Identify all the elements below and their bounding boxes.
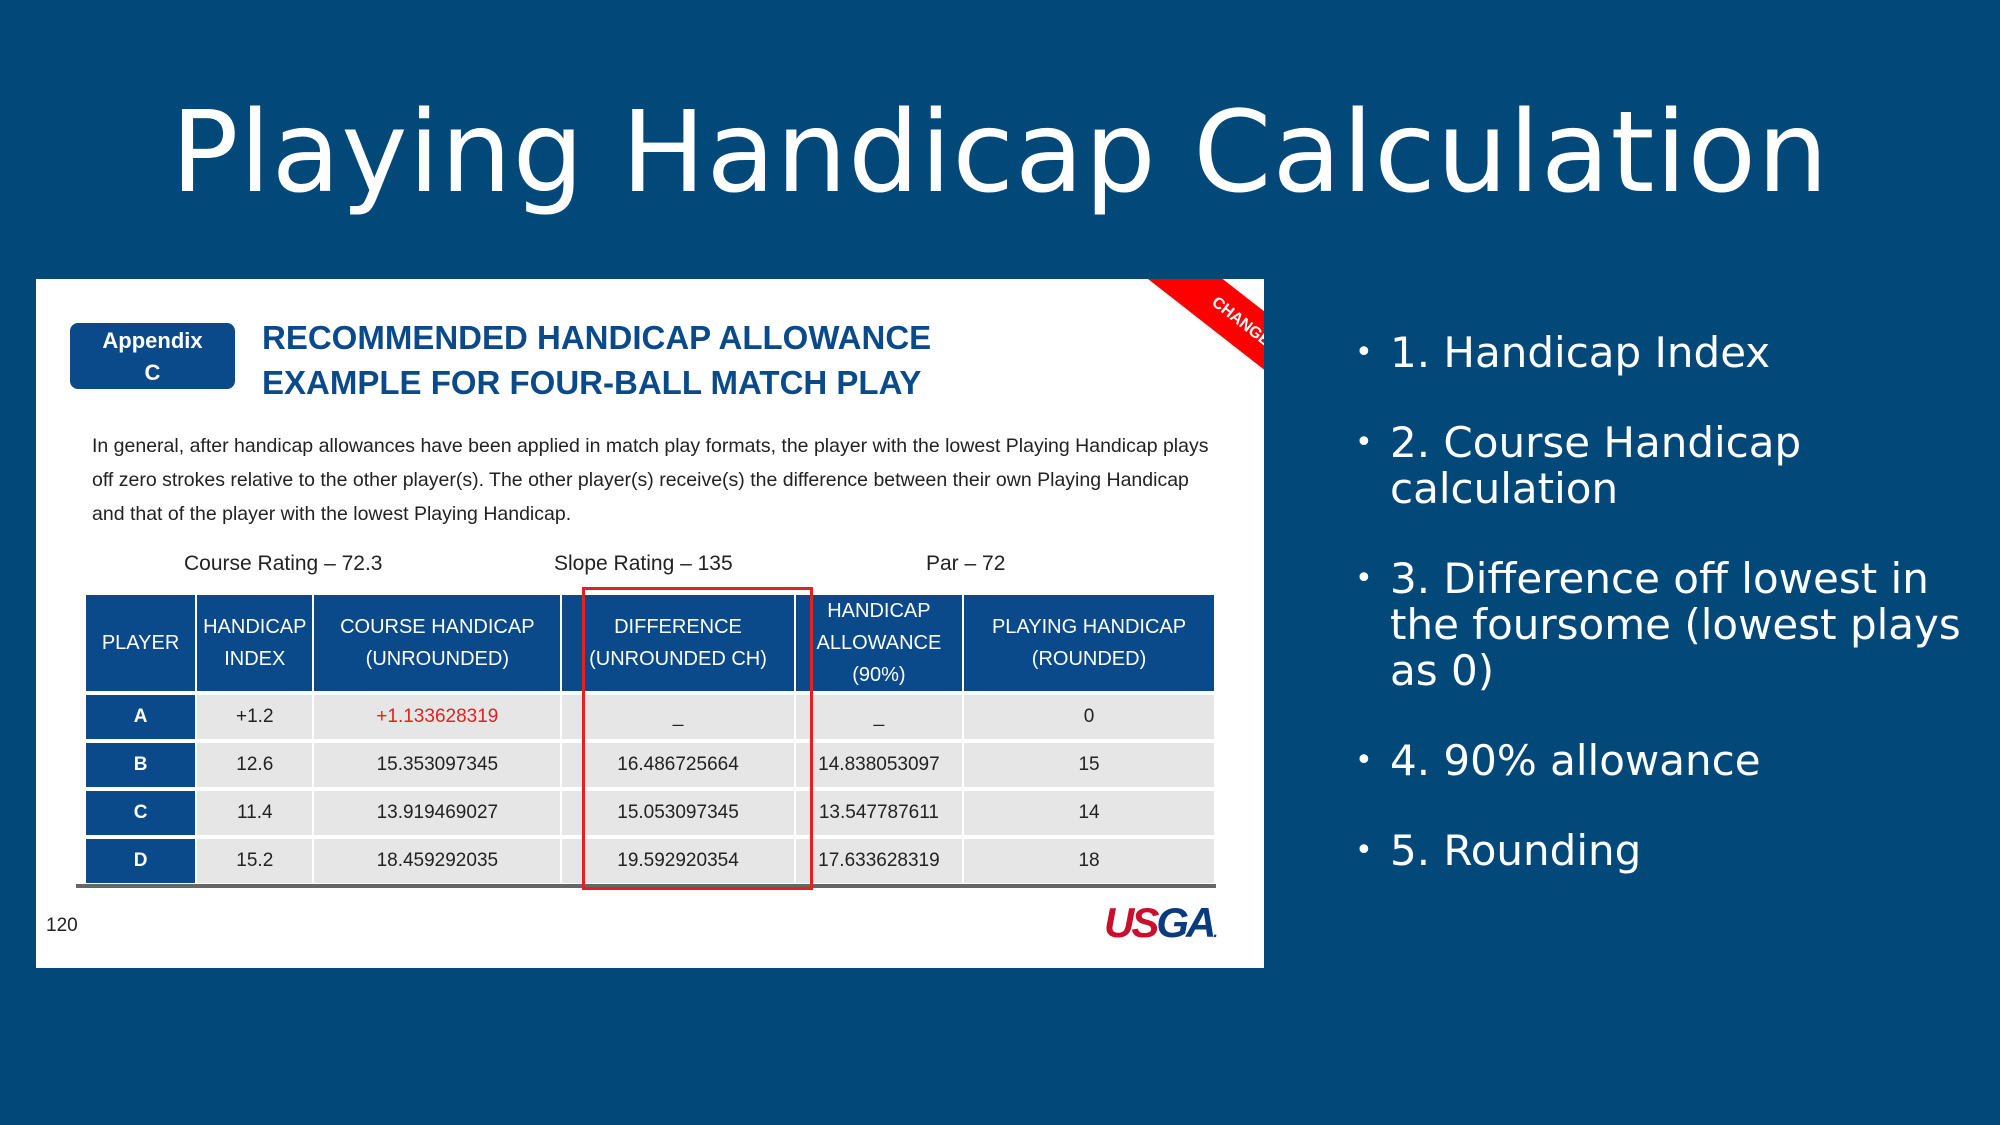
bullet-item: 2. Course Handicap calculation bbox=[1355, 420, 1975, 512]
table-cell: 15 bbox=[964, 743, 1214, 787]
divider bbox=[76, 884, 1216, 888]
bullet-item: 4. 90% allowance bbox=[1355, 738, 1975, 785]
header-line: ALLOWANCE bbox=[816, 632, 942, 654]
par: Par – 72 bbox=[926, 552, 1006, 575]
table-cell: 13.547787611 bbox=[795, 791, 963, 835]
column-header: COURSE HANDICAP (UNROUNDED) bbox=[314, 595, 561, 691]
table-row: A +1.2 +1.133628319 _ _ 0 bbox=[86, 695, 1214, 739]
column-header: HANDICAP ALLOWANCE (90%) bbox=[795, 595, 963, 691]
table-cell: 15.353097345 bbox=[314, 743, 561, 787]
header-line: (ROUNDED) bbox=[1031, 648, 1147, 670]
column-header: PLAYING HANDICAP (ROUNDED) bbox=[964, 595, 1214, 691]
heading-line-2: EXAMPLE FOR FOUR-BALL MATCH PLAY bbox=[262, 364, 922, 401]
header-line: (90%) bbox=[852, 664, 906, 686]
appendix-image: CHANGE FOR '24 Appendix C RECOMMENDED HA… bbox=[36, 279, 1264, 968]
table-cell: 15.2 bbox=[197, 839, 313, 883]
table-cell: +1.133628319 bbox=[314, 695, 561, 739]
table-cell: 11.4 bbox=[197, 791, 313, 835]
bullet-item: 1. Handicap Index bbox=[1355, 330, 1975, 377]
heading-line-1: RECOMMENDED HANDICAP ALLOWANCE bbox=[262, 319, 932, 356]
change-ribbon: CHANGE FOR '24 bbox=[1133, 279, 1264, 453]
column-header: PLAYER bbox=[86, 595, 196, 691]
difference-highlight-box bbox=[582, 587, 813, 890]
header-line: HANDICAP bbox=[827, 600, 931, 622]
table-row: B 12.6 15.353097345 16.486725664 14.83805309… bbox=[86, 743, 1214, 787]
column-header: DIFFERENCE (UNROUNDED CH) bbox=[562, 595, 794, 691]
table-cell: +1.2 bbox=[197, 695, 313, 739]
appendix-label: Appendix bbox=[102, 328, 203, 353]
header-line: HANDICAP bbox=[203, 616, 307, 638]
panel-heading: RECOMMENDED HANDICAP ALLOWANCE EXAMPLE F… bbox=[262, 315, 931, 405]
column-header: HANDICAP INDEX bbox=[197, 595, 313, 691]
slide-title: Playing Handicap Calculation bbox=[170, 88, 1830, 218]
handicap-table: PLAYER HANDICAP INDEX COURSE HANDICAP (UNROU… bbox=[84, 591, 1216, 887]
header-line: (UNROUNDED CH) bbox=[589, 648, 767, 670]
header-line: PLAYING HANDICAP bbox=[991, 616, 1187, 638]
header-line: COURSE HANDICAP bbox=[340, 616, 535, 638]
table-cell: C bbox=[86, 791, 196, 835]
bullet-item: 5. Rounding bbox=[1355, 828, 1975, 875]
header-line: INDEX bbox=[224, 648, 286, 670]
table-cell: 15.053097345 bbox=[562, 791, 794, 835]
table-row: C 11.4 13.919469027 15.053097345 13.54778761… bbox=[86, 791, 1214, 835]
header-line: DIFFERENCE bbox=[614, 616, 742, 638]
table-cell: 14.838053097 bbox=[795, 743, 963, 787]
table-cell: 12.6 bbox=[197, 743, 313, 787]
slope-rating: Slope Rating – 135 bbox=[554, 552, 733, 575]
table-cell: 17.633628319 bbox=[795, 839, 963, 883]
appendix-letter: C bbox=[144, 360, 161, 385]
course-rating: Course Rating – 72.3 bbox=[184, 552, 383, 575]
header-line: (UNROUNDED) bbox=[365, 648, 509, 670]
table-cell: 0 bbox=[964, 695, 1214, 739]
table-cell: B bbox=[86, 743, 196, 787]
table-cell: D bbox=[86, 839, 196, 883]
table-cell: _ bbox=[562, 695, 794, 739]
table-cell: _ bbox=[795, 695, 963, 739]
intro-text: In general, after handicap allowances ha… bbox=[92, 435, 1209, 525]
bullet-item: 3. Difference off lowest in the foursome… bbox=[1355, 556, 1975, 694]
page-number: 120 bbox=[46, 915, 78, 936]
table-row: D 15.2 18.459292035 19.592920354 17.63362831… bbox=[86, 839, 1214, 883]
table-cell: 19.592920354 bbox=[562, 839, 794, 883]
header-line: PLAYER bbox=[101, 632, 180, 654]
table-cell: 18.459292035 bbox=[314, 839, 561, 883]
table-cell: 16.486725664 bbox=[562, 743, 794, 787]
table-cell: 13.919469027 bbox=[314, 791, 561, 835]
appendix-badge: Appendix C bbox=[70, 323, 235, 389]
table-cell: 14 bbox=[964, 791, 1214, 835]
usga-logo: USGA. bbox=[1104, 899, 1219, 946]
table-cell: 18 bbox=[964, 839, 1214, 883]
bullet-list: 1. Handicap Index 2. Course Handicap cal… bbox=[1355, 330, 1975, 918]
table-cell: A bbox=[86, 695, 196, 739]
